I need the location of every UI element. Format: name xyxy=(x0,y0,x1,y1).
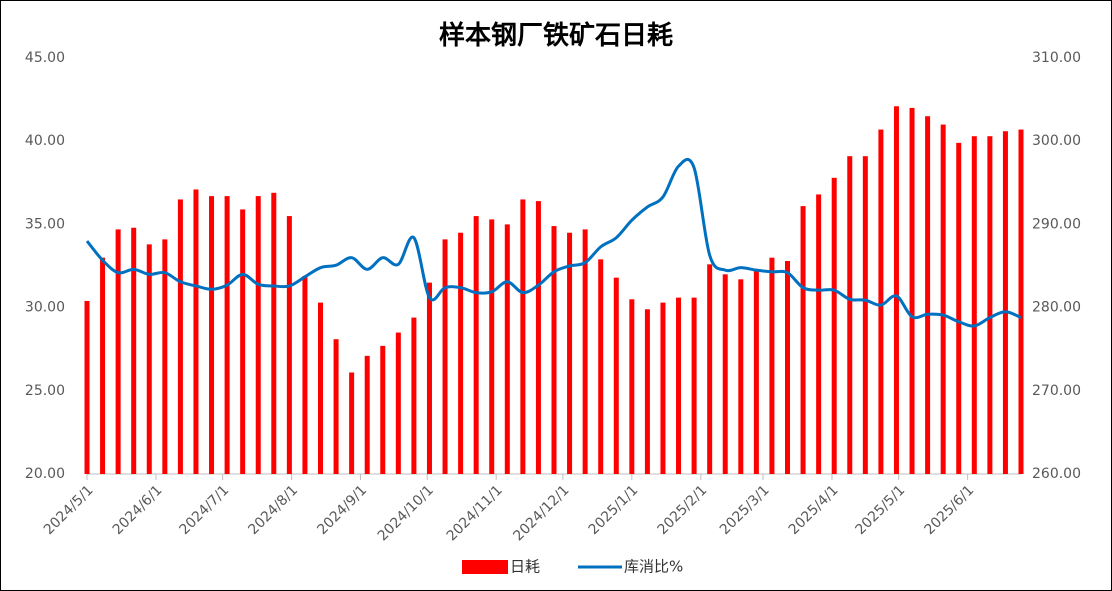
bar xyxy=(629,299,635,474)
bar xyxy=(240,209,246,474)
line xyxy=(85,158,1022,328)
y-tick-label: 25.00 xyxy=(25,383,65,399)
y-tick-label: 40.00 xyxy=(25,133,65,149)
chart-title: 样本钢厂铁矿石日耗 xyxy=(439,20,673,51)
bar xyxy=(364,355,370,474)
bar xyxy=(349,372,355,474)
bar xyxy=(722,274,728,474)
bar xyxy=(458,232,464,474)
bar xyxy=(162,239,168,474)
bar xyxy=(1018,129,1024,474)
y2-tick-label: 290.00 xyxy=(1032,216,1081,232)
bar xyxy=(146,244,152,474)
bar xyxy=(862,156,868,474)
bar xyxy=(831,177,837,475)
bar xyxy=(676,297,682,474)
bar xyxy=(100,257,106,474)
y-tick-label: 35.00 xyxy=(25,216,65,232)
bar xyxy=(426,282,432,474)
y-tick-label: 45.00 xyxy=(25,50,65,66)
bar xyxy=(380,345,386,474)
bar xyxy=(613,277,619,474)
y-tick-label: 20.00 xyxy=(25,466,65,482)
bar xyxy=(520,199,526,474)
y2-tick-label: 270.00 xyxy=(1032,383,1081,399)
bar xyxy=(909,107,915,475)
legend-label: 日耗 xyxy=(510,558,540,576)
bar xyxy=(551,226,557,474)
bar xyxy=(940,124,946,474)
bar xyxy=(800,206,806,474)
bar xyxy=(769,257,775,474)
bar xyxy=(847,156,853,474)
y2-tick-label: 280.00 xyxy=(1032,300,1081,316)
bar xyxy=(660,302,666,474)
bar xyxy=(115,229,121,474)
bar xyxy=(893,106,899,475)
bar xyxy=(753,270,759,474)
bar xyxy=(644,309,650,474)
bar xyxy=(209,196,215,474)
bar xyxy=(442,239,448,474)
bar xyxy=(925,116,931,475)
bar xyxy=(131,227,137,474)
bar xyxy=(84,300,90,474)
bar xyxy=(691,297,697,474)
bar xyxy=(738,279,744,474)
bar xyxy=(598,259,604,474)
bar xyxy=(224,196,230,474)
bar xyxy=(816,194,822,474)
bar xyxy=(567,232,573,474)
bar xyxy=(971,136,977,474)
legend-label: 库消比% xyxy=(624,558,683,576)
bar xyxy=(177,199,183,474)
y2-tick-label: 310.00 xyxy=(1032,50,1081,66)
bar xyxy=(193,189,199,474)
y2-tick-label: 260.00 xyxy=(1032,466,1081,482)
bar xyxy=(504,224,510,474)
bar xyxy=(956,142,962,474)
bar xyxy=(535,201,541,474)
bar xyxy=(411,317,417,474)
bar xyxy=(395,332,401,474)
bar xyxy=(582,229,588,474)
bar xyxy=(878,129,884,474)
bar xyxy=(707,264,713,474)
bar xyxy=(987,136,993,474)
bar xyxy=(286,216,292,474)
y-tick-label: 30.00 xyxy=(25,300,65,316)
bar xyxy=(302,275,308,474)
bar xyxy=(333,339,339,474)
bar xyxy=(1002,131,1008,474)
bar xyxy=(271,192,277,474)
bar xyxy=(473,216,479,474)
y2-tick-label: 300.00 xyxy=(1032,133,1081,149)
bar xyxy=(318,302,323,474)
bar xyxy=(489,219,495,474)
bar xyxy=(785,261,790,474)
bar xyxy=(255,196,261,474)
legend-swatch xyxy=(462,560,508,574)
